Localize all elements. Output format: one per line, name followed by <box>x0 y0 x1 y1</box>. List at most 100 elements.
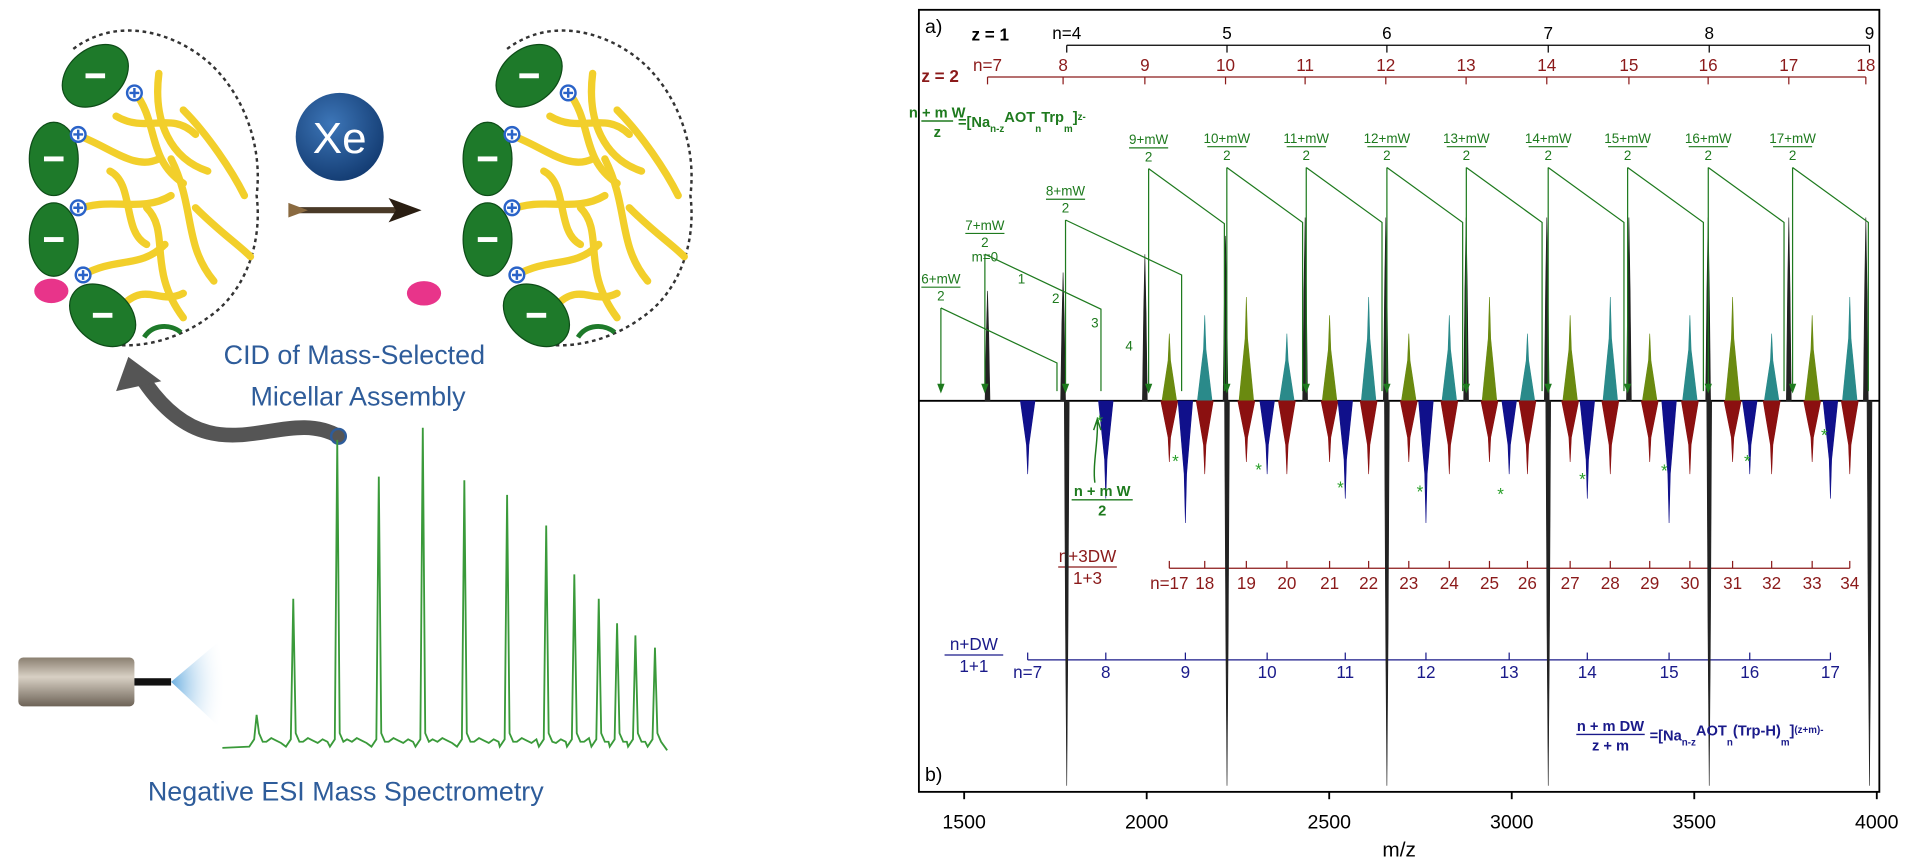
green-label-num: 8+mW <box>1046 184 1086 199</box>
ladder-label: 9 <box>1865 24 1875 43</box>
lower-peak-blue <box>1337 400 1353 499</box>
lower-peak-red <box>1277 400 1296 475</box>
formula-num: n + m DW <box>1577 719 1644 735</box>
green-arrowhead <box>1544 383 1552 394</box>
green-label-den: 2 <box>1062 201 1069 216</box>
ladder-label: 17 <box>1779 56 1798 75</box>
x-tick-label: 2500 <box>1307 812 1351 834</box>
formula-den: z + m <box>1592 738 1629 754</box>
formula-part: AOT <box>1696 724 1727 740</box>
green-connector <box>984 253 1102 392</box>
asterisk: * <box>1255 460 1262 479</box>
upper-peak-fill <box>1763 333 1780 402</box>
formula-part: Trp <box>1041 110 1064 126</box>
ladder-label: n=17 <box>1150 574 1189 593</box>
ladder-label: 8 <box>1058 56 1068 75</box>
upper-peak-fill <box>1238 296 1255 402</box>
m-label: 3 <box>1091 316 1098 331</box>
green-label-num: 15+mW <box>1604 131 1651 146</box>
ladder-label: 22 <box>1359 574 1378 593</box>
green-arrowhead <box>1383 383 1391 394</box>
lower-peak-red <box>1680 400 1699 475</box>
formula-part: AOT <box>1004 110 1035 126</box>
green-label-num: 7+mW <box>965 218 1005 233</box>
asterisk: * <box>1497 485 1504 504</box>
green-label-den: 2 <box>1383 148 1390 163</box>
ladder-name: z = 1 <box>971 25 1009 44</box>
lower-peak-red <box>1723 400 1742 462</box>
upper-peak <box>1863 217 1869 402</box>
asterisk: * <box>1172 452 1179 471</box>
upper-peak <box>1142 254 1148 402</box>
ladder-label: 18 <box>1195 574 1214 593</box>
green-connector <box>1226 166 1304 392</box>
ladder-label: n=7 <box>1013 663 1042 682</box>
upper-peak-fill <box>1804 315 1820 402</box>
formula-part: m <box>1781 737 1790 748</box>
lower-label-den: 2 <box>1098 504 1106 520</box>
lower-peak <box>1545 400 1551 786</box>
ladder-label: 12 <box>1376 56 1395 75</box>
green-arrowhead <box>1623 383 1632 394</box>
asterisk: * <box>1821 426 1828 445</box>
ladder-label: 8 <box>1704 24 1714 43</box>
green-arrowhead <box>937 383 945 394</box>
green-connector <box>1465 166 1543 392</box>
ladder-label: 15 <box>1660 663 1679 682</box>
micelle-after <box>463 31 691 360</box>
ladder-label: 34 <box>1840 574 1859 593</box>
xe-atom <box>295 92 384 181</box>
green-arrowhead <box>981 383 989 394</box>
upper-peak-fill <box>1642 333 1658 402</box>
selection-arrow <box>116 356 348 445</box>
lower-peak <box>1224 400 1230 786</box>
upper-peak-fill <box>1360 296 1377 402</box>
ladder-label: 9 <box>1140 56 1150 75</box>
ladder-label: 10 <box>1216 56 1235 75</box>
ladder-label: 24 <box>1440 574 1459 593</box>
lower-peak-red <box>1480 400 1499 462</box>
asterisk: * <box>1661 462 1668 481</box>
green-arrowhead <box>1144 383 1153 394</box>
green-label-num: 17+mW <box>1769 131 1816 146</box>
esi-spectrum <box>222 427 668 751</box>
ladder-name: z = 2 <box>921 67 959 86</box>
green-label-num: 10+mW <box>1203 131 1250 146</box>
green-label-den: 2 <box>937 289 944 304</box>
green-label-den: 2 <box>1303 148 1310 163</box>
green-connector <box>1707 166 1785 392</box>
green-arrowhead <box>1302 383 1310 394</box>
green-label-den: 2 <box>981 235 988 250</box>
upper-peak-fill <box>1401 333 1417 402</box>
ladder-label: 11 <box>1336 663 1354 682</box>
formula-part: ] <box>1073 110 1078 126</box>
ladder-label: 20 <box>1277 574 1296 593</box>
ladder-label: 5 <box>1222 24 1232 43</box>
green-connector <box>1305 166 1383 392</box>
upper-peak-fill <box>1602 296 1618 402</box>
lower-peak-red <box>1640 400 1659 462</box>
green-connector <box>1791 166 1869 392</box>
collision-arrow <box>288 197 422 223</box>
lower-peak-red <box>1762 400 1781 475</box>
lower-peak-blue <box>1501 400 1517 475</box>
ladder-label: n=4 <box>1052 24 1081 43</box>
lower-peak-blue <box>1259 400 1275 475</box>
upper-peak-fill <box>1441 315 1457 402</box>
green-label-den: 2 <box>1145 149 1152 164</box>
ladder-label: 12 <box>1416 663 1435 682</box>
m-label: m=0 <box>972 250 999 265</box>
ladder-label: 18 <box>1856 56 1875 75</box>
formula-part: n <box>1727 737 1733 748</box>
lower-label-num: n + m W <box>1074 484 1131 500</box>
lower-peak-red <box>1518 400 1537 475</box>
lower-peak-red <box>1320 400 1339 462</box>
sodium-ion <box>406 281 442 306</box>
ladder-label: 10 <box>1258 663 1277 682</box>
ladder-label: 28 <box>1601 574 1620 593</box>
x-tick-label: 1500 <box>942 812 986 834</box>
ladder-label: 29 <box>1640 574 1659 593</box>
green-label-num: 13+mW <box>1443 131 1490 146</box>
lower-peak-blue <box>1418 400 1434 524</box>
